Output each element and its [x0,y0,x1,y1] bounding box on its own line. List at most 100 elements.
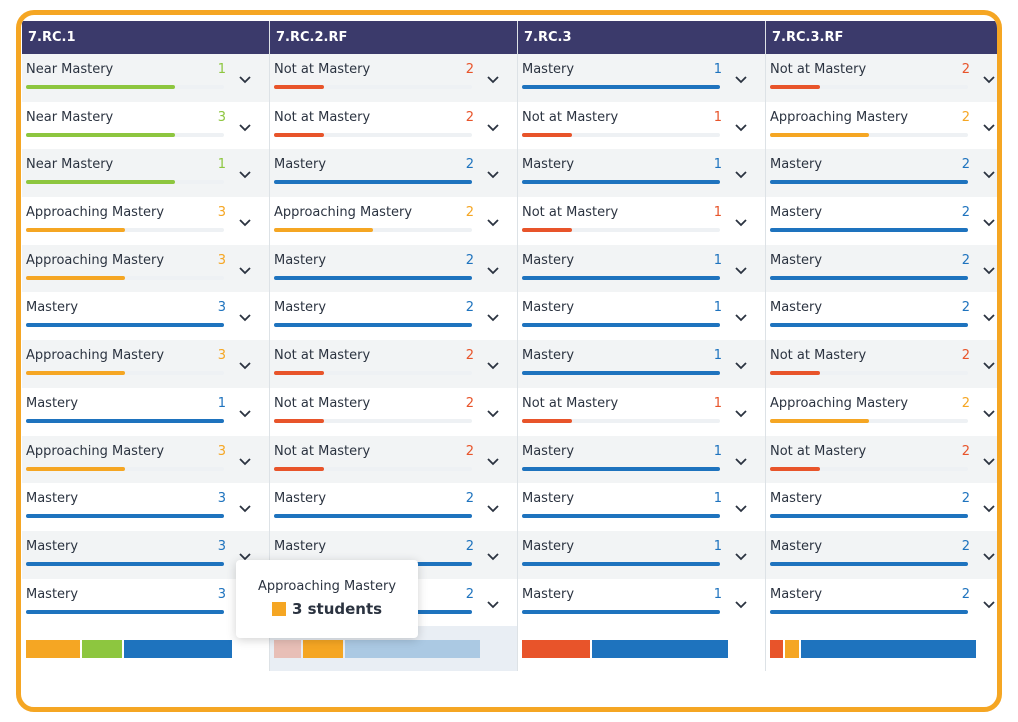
expand-chevron[interactable] [486,261,500,280]
cell[interactable]: Near Mastery 1 [22,54,269,102]
cell[interactable]: Mastery 1 [518,292,765,340]
expand-chevron[interactable] [486,118,500,137]
summary-segment[interactable] [274,640,301,659]
expand-chevron[interactable] [734,452,748,471]
cell[interactable]: Mastery 2 [270,292,517,340]
cell[interactable]: Mastery 2 [766,579,997,627]
cell[interactable]: Not at Mastery 2 [766,340,997,388]
summary-segment[interactable] [785,640,799,659]
expand-chevron[interactable] [238,547,252,566]
cell[interactable]: Approaching Mastery 2 [766,102,997,150]
cell[interactable]: Mastery 2 [270,244,517,293]
expand-chevron[interactable] [486,404,500,423]
expand-chevron[interactable] [238,308,252,327]
expand-chevron[interactable] [734,404,748,423]
expand-chevron[interactable] [238,118,252,137]
expand-chevron[interactable] [982,452,996,471]
cell[interactable]: Not at Mastery 2 [270,388,517,436]
expand-chevron[interactable] [486,595,500,614]
cell[interactable]: Mastery 1 [518,54,765,102]
cell[interactable]: Near Mastery 1 [22,149,269,198]
expand-chevron[interactable] [238,356,252,375]
summary-segment[interactable] [770,640,784,659]
expand-chevron[interactable] [486,499,500,518]
expand-chevron[interactable] [982,261,996,280]
cell[interactable]: Mastery 2 [766,149,997,198]
cell[interactable]: Mastery 2 [766,292,997,340]
cell[interactable]: Not at Mastery 2 [270,340,517,388]
expand-chevron[interactable] [982,70,996,89]
expand-chevron[interactable] [238,404,252,423]
cell[interactable]: Not at Mastery 1 [518,197,765,245]
expand-chevron[interactable] [486,213,500,232]
summary-segment[interactable] [345,640,480,659]
cell[interactable]: Approaching Mastery 3 [22,435,269,484]
expand-chevron[interactable] [734,213,748,232]
expand-chevron[interactable] [734,356,748,375]
cell[interactable]: Mastery 2 [270,149,517,198]
expand-chevron[interactable] [734,165,748,184]
cell[interactable]: Mastery 3 [22,579,269,627]
expand-chevron[interactable] [734,261,748,280]
expand-chevron[interactable] [238,499,252,518]
summary-segment[interactable] [302,640,344,659]
cell[interactable]: Mastery 3 [22,483,269,531]
summary-bar[interactable] [518,626,765,671]
expand-chevron[interactable] [734,118,748,137]
cell[interactable]: Mastery 2 [270,483,517,531]
summary-segment[interactable] [81,640,123,659]
expand-chevron[interactable] [982,213,996,232]
cell[interactable]: Mastery 2 [766,483,997,531]
expand-chevron[interactable] [982,356,996,375]
expand-chevron[interactable] [238,261,252,280]
cell[interactable]: Approaching Mastery 3 [22,197,269,245]
expand-chevron[interactable] [486,452,500,471]
expand-chevron[interactable] [238,165,252,184]
cell[interactable]: Mastery 2 [766,244,997,293]
cell[interactable]: Not at Mastery 2 [270,54,517,102]
expand-chevron[interactable] [982,547,996,566]
cell[interactable]: Mastery 1 [518,340,765,388]
expand-chevron[interactable] [734,547,748,566]
expand-chevron[interactable] [486,70,500,89]
expand-chevron[interactable] [982,595,996,614]
expand-chevron[interactable] [238,213,252,232]
expand-chevron[interactable] [734,595,748,614]
cell[interactable]: Mastery 1 [518,149,765,198]
summary-bar[interactable] [766,626,997,671]
cell[interactable]: Not at Mastery 2 [270,435,517,484]
cell[interactable]: Mastery 2 [766,197,997,245]
summary-segment[interactable] [592,640,728,659]
cell[interactable]: Not at Mastery 1 [518,388,765,436]
expand-chevron[interactable] [486,308,500,327]
cell[interactable]: Approaching Mastery 2 [766,388,997,436]
cell[interactable]: Mastery 1 [22,388,269,436]
cell[interactable]: Mastery 1 [518,435,765,484]
expand-chevron[interactable] [734,499,748,518]
cell[interactable]: Mastery 1 [518,483,765,531]
cell[interactable]: Mastery 3 [22,292,269,340]
cell[interactable]: Mastery 1 [518,530,765,579]
summary-segment[interactable] [124,640,232,659]
expand-chevron[interactable] [982,308,996,327]
expand-chevron[interactable] [982,404,996,423]
cell[interactable]: Not at Mastery 2 [766,54,997,102]
expand-chevron[interactable] [486,356,500,375]
cell[interactable]: Approaching Mastery 3 [22,340,269,388]
cell[interactable]: Mastery 1 [518,579,765,627]
expand-chevron[interactable] [734,70,748,89]
summary-segment[interactable] [800,640,976,659]
cell[interactable]: Not at Mastery 2 [270,102,517,150]
cell[interactable]: Not at Mastery 1 [518,102,765,150]
expand-chevron[interactable] [982,499,996,518]
cell[interactable]: Mastery 3 [22,530,269,579]
summary-segment[interactable] [26,640,80,659]
cell[interactable]: Approaching Mastery 3 [22,244,269,293]
summary-bar[interactable] [22,626,269,671]
cell[interactable]: Approaching Mastery 2 [270,197,517,245]
cell[interactable]: Not at Mastery 2 [766,435,997,484]
cell[interactable]: Mastery 1 [518,244,765,293]
expand-chevron[interactable] [486,547,500,566]
expand-chevron[interactable] [734,308,748,327]
cell[interactable]: Near Mastery 3 [22,102,269,150]
